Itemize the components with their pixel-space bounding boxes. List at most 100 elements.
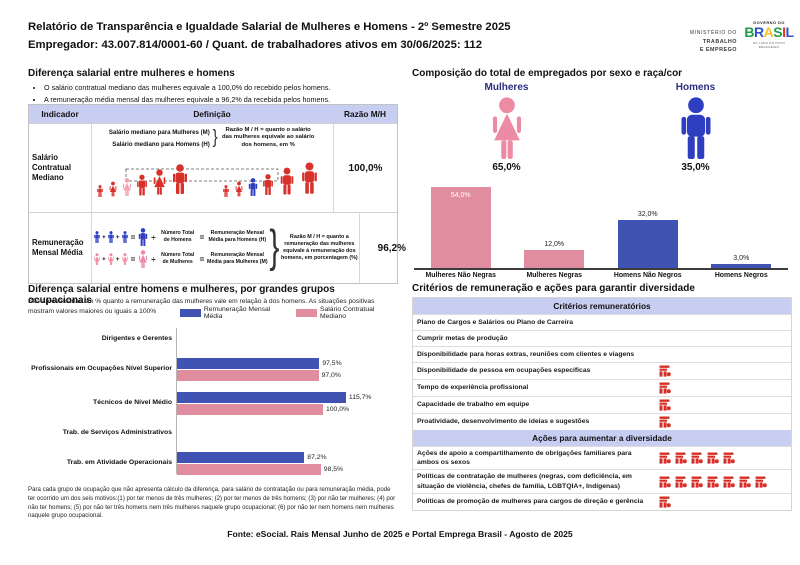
table-row-salario-mediano: Salário Contratual Mediano Salário media…: [29, 123, 397, 212]
occupation-group-row: Dirigentes e Gerentes: [28, 326, 398, 352]
indicator-label: Salário Contratual Mediano: [32, 152, 71, 183]
composition-bar-column: 54,0%: [414, 180, 508, 268]
gov-logo-name: BRASIL: [744, 25, 794, 40]
men-result-label: Remuneração Mensal Média para Homens (H): [208, 230, 267, 243]
criteria-label: Cumprir metas de produção: [417, 334, 508, 342]
population-pictogram: [97, 162, 317, 198]
remuneration-criteria-rows: Plano de Cargos e Salários ou Plano de C…: [413, 314, 791, 430]
criteria-label: Políticas de contratação de mulheres (ne…: [417, 473, 632, 490]
remuneration-criteria-row: Tempo de experiência profissional: [413, 379, 791, 396]
criteria-label: Políticas de promoção de mulheres para c…: [417, 498, 644, 506]
category-label: Homens Não Negros: [613, 272, 682, 279]
bar-value-label: 12,0%: [544, 241, 565, 248]
indicator-table: Indicador Definição Razão M/H Salário Co…: [28, 104, 406, 284]
bar-value-label: 97,5%: [322, 359, 342, 367]
indicator-table-header: Indicador Definição Razão M/H: [29, 105, 397, 123]
bar-value-label: 87,2%: [307, 453, 327, 461]
criteria-label: Disponibilidade de pessoa em ocupações e…: [417, 367, 591, 375]
men-label: Homens: [675, 82, 716, 93]
diversity-marker-icon: [659, 416, 671, 428]
formula-lines: + + = ÷ Número Total de Homens = Remuner…: [93, 228, 268, 268]
occupational-subtitle: São apresentadas em % quanto a remuneraç…: [28, 298, 375, 315]
composition-bar-chart: 54,0% 12,0% 32,0% 3,0%: [414, 180, 788, 270]
bar-value-label: 97,0%: [321, 371, 341, 379]
man-pictogram-icon: [673, 97, 719, 159]
occupation-label: Profissionais em Ocupações Nível Superio…: [31, 364, 172, 372]
bar-pair: 100,0%: [177, 403, 398, 415]
gov-logo-letter: L: [785, 24, 795, 40]
criteria-markers: [659, 416, 671, 428]
occupational-title: Diferença salarial entre homens e mulher…: [28, 284, 335, 306]
median-lines: Salário mediano para Mulheres (M) Salári…: [109, 129, 210, 148]
brace-icon: }: [269, 222, 280, 273]
criteria-label: Capacidade de trabalho em equipe: [417, 401, 530, 409]
diversity-marker-icon: [691, 476, 703, 488]
men-total-label: Número Total de Homens: [161, 230, 195, 243]
plus-sign: +: [102, 233, 106, 241]
bar-pair: 98,5%: [177, 463, 398, 475]
equals-sign: =: [199, 254, 205, 264]
diversity-marker-icon: [723, 452, 735, 464]
legend-swatch: [180, 309, 201, 317]
women-total-label: Número Total de Mulheres: [161, 252, 195, 265]
source-footer: Fonte: eSocial. Rais Mensal Junho de 202…: [227, 529, 573, 539]
women-formula-line: + + = ÷ Número Total de Mulheres = Remun…: [93, 250, 268, 268]
criteria-markers: [659, 365, 671, 377]
salary-diff-title: Diferença salarial entre mulheres e home…: [28, 68, 235, 79]
legend-item: Salário Contratual Mediano: [296, 306, 398, 320]
diversity-action-row: Ações de apoio a compartilhamento de obr…: [413, 446, 791, 469]
woman-icon: [93, 253, 101, 265]
bar-pair: 97,5%: [177, 357, 398, 369]
diversity-marker-icon: [659, 399, 671, 411]
women-block: Mulheres 65,0%: [412, 82, 601, 173]
man-icon: [107, 231, 115, 243]
diversity-marker-icon: [659, 452, 671, 464]
divide-sign: ÷: [151, 254, 156, 264]
chart-legend: Remuneração Mensal Média Salário Contratu…: [176, 306, 398, 320]
diversity-marker-icon: [659, 365, 671, 377]
occupation-bars: 97,5% 97,0%: [177, 357, 398, 381]
legend-label: Salário Contratual Mediano: [319, 306, 375, 320]
occupation-group-row: Técnicos de Nível Médio 115,7% 100,0%: [28, 386, 398, 420]
woman-icon: [137, 250, 149, 268]
ratio-explanation: Razão M / H = quanto o salário das mulhe…: [221, 127, 315, 148]
man-icon: [121, 231, 129, 243]
diversity-action-row: Políticas de promoção de mulheres para c…: [413, 492, 791, 510]
median-women-line: Salário mediano para Mulheres (M): [108, 128, 210, 136]
diversity-actions-header: Ações para aumentar a diversidade: [413, 430, 791, 446]
summary-bullets: O salário contratual mediano das mulhere…: [34, 82, 330, 106]
sex-composition: Mulheres 65,0% Homens 35,0%: [412, 82, 790, 173]
occupation-group-row: Trab. de Serviços Administrativos: [28, 420, 398, 446]
remuneration-criteria-row: Capacidade de trabalho em equipe: [413, 396, 791, 413]
woman-icon: [121, 253, 129, 265]
gov-brasil-logo: GOVERNO DO BRASIL DO LADO DO POVO BRASIL…: [744, 20, 794, 49]
bar-value-label: 54,0%: [450, 192, 471, 199]
report-header: Relatório de Transparência e Igualdade S…: [28, 18, 511, 54]
occupation-bars: 87,2% 98,5%: [177, 451, 398, 475]
scm-bar: [177, 369, 319, 381]
occupation-label: Trab. em Atividade Operacionais: [66, 458, 172, 466]
criteria-markers: [659, 476, 767, 488]
gov-logo-letter: B: [744, 24, 755, 40]
legend-item: Remuneração Mensal Média: [180, 306, 286, 320]
men-percentage: 35,0%: [681, 162, 710, 173]
definition-cell: + + = ÷ Número Total de Homens = Remuner…: [91, 213, 359, 283]
composition-categories: Mulheres Não Negras Mulheres Negras Homens…: [414, 272, 788, 279]
definition-cell: Salário mediano para Mulheres (M) Salári…: [91, 124, 333, 212]
summary-bullet: O salário contratual mediano das mulhere…: [44, 82, 330, 94]
ministry-line3: E EMPREGO: [699, 46, 737, 53]
occupational-bar-chart: Dirigentes e Gerentes Profissionais em Oc…: [28, 326, 398, 480]
composition-bar-column: 12,0%: [508, 180, 602, 268]
definition-formula: Salário mediano para Mulheres (M) Salári…: [94, 127, 331, 149]
gov-logo-top: GOVERNO DO: [753, 20, 785, 25]
women-label: Mulheres: [484, 82, 529, 93]
table-row-remuneracao-media: Remuneração Mensal Média + + = ÷ Núme: [29, 212, 406, 283]
composition-bar: [711, 263, 772, 268]
women-result-label: Remuneração Mensal Média para Mulheres (…: [207, 252, 268, 265]
gov-logo-letter: R: [754, 24, 764, 40]
occupational-section: Diferença salarial entre homens e mulher…: [28, 284, 398, 519]
scm-bar: [177, 463, 321, 475]
remuneration-criteria-row: Plano de Cargos e Salários ou Plano de C…: [413, 314, 791, 330]
col-header-razao: Razão M/H: [344, 109, 386, 119]
woman-icon: [107, 253, 115, 265]
